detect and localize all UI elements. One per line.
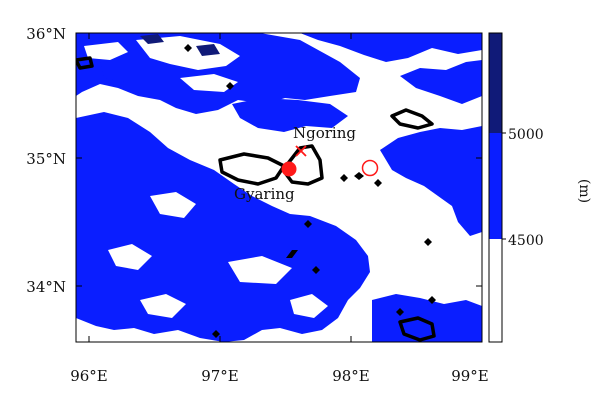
spot — [340, 174, 348, 182]
valley-massif-d — [140, 294, 186, 318]
x-tick-98e: 98°E — [332, 367, 370, 385]
elevation-band-north-ridge — [300, 33, 482, 62]
x-tick-97e: 97°E — [201, 367, 239, 385]
station-cross-marker — [295, 145, 307, 157]
elevation-band-southwest-massif — [76, 112, 370, 342]
x-tick-99e: 99°E — [451, 367, 489, 385]
spot — [184, 44, 192, 52]
spot — [374, 179, 382, 187]
colorbar-segment-4500-5000 — [489, 133, 502, 239]
spot — [424, 238, 432, 246]
valley-massif-a — [150, 192, 196, 218]
spot — [304, 220, 312, 228]
colorbar-segment-below-4500 — [489, 239, 502, 342]
contour-southeast — [398, 316, 436, 342]
contour-northeast — [390, 108, 434, 130]
spot — [226, 82, 234, 90]
lake-gyaring-outline — [218, 152, 286, 186]
colorbar-label-4500: 4500 — [508, 233, 544, 249]
axis-ticks — [76, 32, 483, 342]
elevation-layer — [76, 33, 482, 342]
high-elevation-layer — [140, 34, 220, 56]
y-tick-34n: 34°N — [26, 278, 66, 296]
colorbar-frame — [488, 32, 503, 343]
elevation-band-northwest-patch — [100, 56, 138, 82]
spot — [428, 296, 436, 304]
terrain-spots — [184, 44, 436, 338]
station-markers — [281, 145, 379, 177]
valley-massif-c — [228, 256, 292, 284]
colorbar-unit-label: (m) — [576, 179, 592, 203]
high-peak-b — [196, 44, 220, 56]
high-peak-a — [140, 34, 164, 44]
spot — [312, 266, 320, 274]
elevation-band-southeast — [372, 294, 482, 342]
x-tick-96e: 96°E — [70, 367, 108, 385]
valley-massif-b — [108, 244, 152, 270]
elevation-band-northeast — [400, 60, 482, 104]
colorbar-segment-above-5000 — [489, 33, 502, 133]
valley-massif-e — [290, 294, 328, 318]
colorbar: 5000 4500 (m) — [488, 32, 592, 343]
plot-frame — [75, 32, 483, 343]
low-elevation-layer — [84, 36, 328, 318]
y-tick-35n: 35°N — [26, 150, 66, 168]
elevation-band-central-north — [232, 98, 348, 132]
spot — [286, 250, 298, 258]
station-open-circle-marker — [361, 159, 379, 177]
valley-northwest-a — [84, 42, 128, 60]
elevation-band-east-strip — [380, 126, 482, 236]
lake-label-ngoring: Ngoring — [293, 124, 356, 142]
station-dot-marker — [281, 161, 297, 177]
valley-northwest-b — [180, 74, 238, 92]
y-tick-36n: 36°N — [26, 25, 66, 43]
contour-northwest — [76, 56, 94, 70]
lake-label-gyaring: Gyaring — [234, 185, 295, 203]
spot — [212, 330, 220, 338]
colorbar-label-5000: 5000 — [508, 127, 544, 143]
spot — [354, 172, 364, 180]
spot — [396, 308, 404, 316]
